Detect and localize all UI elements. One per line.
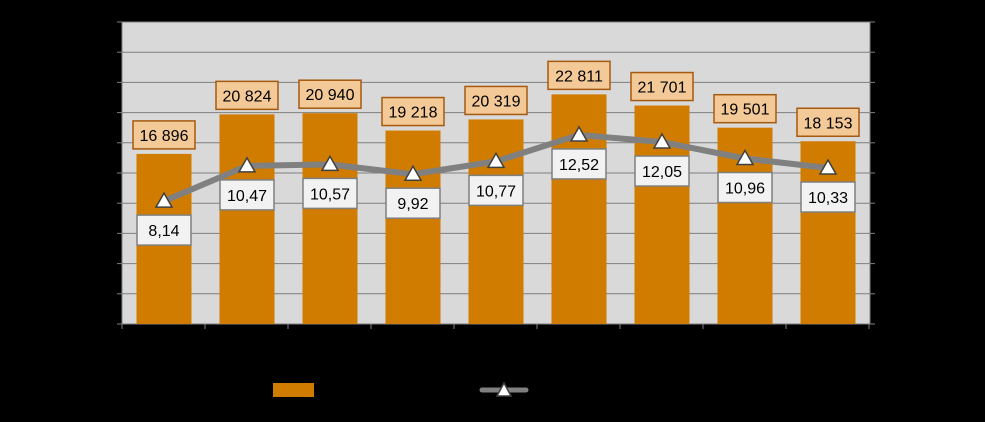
bar-label-text: 16 896 bbox=[140, 128, 189, 145]
line-label: 12,52 bbox=[551, 148, 607, 180]
line-label-text: 12,05 bbox=[642, 164, 682, 181]
line-label: 10,77 bbox=[468, 174, 524, 207]
bar-label-text: 18 153 bbox=[804, 115, 853, 132]
line-label-box bbox=[219, 179, 275, 211]
bar-label-text: 20 319 bbox=[472, 93, 521, 110]
line-label-box bbox=[800, 181, 856, 213]
bar-label: 20 824 bbox=[215, 80, 279, 111]
bar-label: 18 153 bbox=[796, 107, 860, 138]
line-series bbox=[154, 125, 838, 208]
line-point bbox=[320, 154, 340, 172]
line-label: 9,92 bbox=[385, 187, 441, 219]
bar-label-box bbox=[630, 71, 694, 102]
line-point bbox=[569, 125, 589, 142]
line-label-box bbox=[468, 174, 524, 207]
legend-triangle-marker bbox=[495, 381, 513, 397]
line-label-text: 12,52 bbox=[559, 157, 599, 174]
line-point bbox=[486, 151, 506, 169]
line-label-text: 10,47 bbox=[227, 188, 267, 205]
line-label: 10,33 bbox=[800, 181, 856, 213]
line-label-box bbox=[302, 177, 358, 210]
legend-bar-swatch bbox=[273, 383, 314, 397]
bar-label-box bbox=[796, 107, 860, 138]
bar-label-text: 19 501 bbox=[721, 102, 770, 119]
line-label-text: 10,33 bbox=[808, 190, 848, 207]
bar-label-box bbox=[713, 93, 777, 124]
line-label-box bbox=[385, 187, 441, 219]
line-label-text: 10,77 bbox=[476, 183, 516, 200]
bar-label-box bbox=[215, 80, 279, 111]
bar-label: 16 896 bbox=[132, 120, 196, 150]
bar-label-text: 20 940 bbox=[306, 87, 355, 104]
line-point bbox=[403, 164, 423, 181]
bar-label: 20 319 bbox=[464, 85, 528, 116]
line-label-text: 9,92 bbox=[397, 196, 428, 213]
bar-label-box bbox=[547, 60, 611, 91]
line-label-box bbox=[136, 214, 192, 246]
bar-label-text: 19 218 bbox=[389, 105, 438, 122]
line-label: 12,05 bbox=[634, 155, 690, 187]
bar bbox=[385, 130, 441, 324]
line-point bbox=[735, 148, 755, 166]
bar-label-text: 22 811 bbox=[555, 68, 603, 85]
bar-label: 19 218 bbox=[381, 96, 445, 127]
bar-label: 21 701 bbox=[630, 71, 694, 102]
line-label-box bbox=[551, 148, 607, 180]
bar-label-box bbox=[464, 85, 528, 116]
legend bbox=[273, 381, 529, 397]
bar-label: 22 811 bbox=[547, 60, 611, 91]
bar-label-text: 21 701 bbox=[638, 80, 687, 97]
line-label: 8,14 bbox=[136, 214, 192, 246]
line-point bbox=[154, 191, 174, 208]
bar-label-box bbox=[298, 79, 362, 109]
bar-label-box bbox=[381, 96, 445, 127]
bar bbox=[219, 114, 275, 324]
bar-label-box bbox=[132, 120, 196, 150]
line-label: 10,47 bbox=[219, 179, 275, 211]
line-label-text: 8,14 bbox=[148, 223, 179, 240]
bar bbox=[468, 119, 524, 324]
line-point bbox=[237, 156, 257, 173]
line-point bbox=[818, 158, 838, 175]
line-label: 10,96 bbox=[717, 171, 773, 204]
line-label-box bbox=[717, 171, 773, 204]
line-data-labels: 8,14 10,47 10,57 9,92 10,77 12,52 12,05 10,96 10… bbox=[136, 148, 856, 246]
bar-label: 20 940 bbox=[298, 79, 362, 109]
line-label-text: 10,57 bbox=[310, 186, 350, 203]
line-label-text: 10,96 bbox=[725, 181, 765, 198]
bar-label-text: 20 824 bbox=[223, 88, 272, 105]
bar-data-labels: 16 896 20 824 20 940 19 218 20 319 22 811 21 7… bbox=[132, 60, 860, 150]
line-label: 10,57 bbox=[302, 177, 358, 210]
line-label-box bbox=[634, 155, 690, 187]
line-point bbox=[652, 132, 672, 149]
bar bbox=[302, 113, 358, 324]
bar-label: 19 501 bbox=[713, 93, 777, 124]
